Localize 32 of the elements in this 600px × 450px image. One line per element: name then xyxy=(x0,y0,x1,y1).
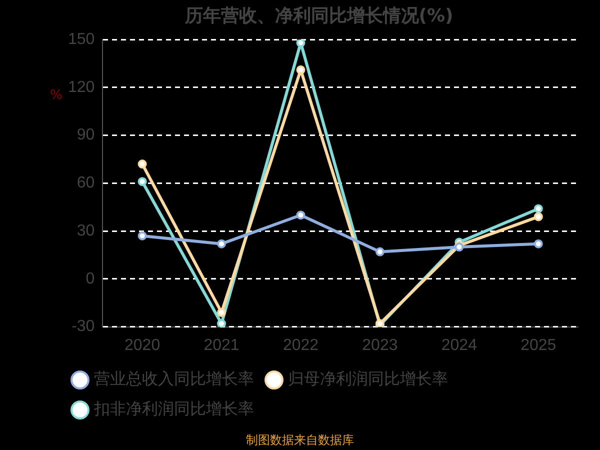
legend-label: 营业总收入同比增长率 xyxy=(94,369,254,388)
y-tick-label: 0 xyxy=(86,270,95,288)
point xyxy=(534,239,543,248)
point xyxy=(138,160,147,169)
point xyxy=(138,177,147,186)
point xyxy=(375,247,384,256)
text: 制图数据来自数据库 xyxy=(245,432,355,449)
x-tick-label: 2024 xyxy=(441,336,478,354)
y-tick-label: -30 xyxy=(72,318,95,336)
y-tick-label: 30 xyxy=(76,222,95,240)
x-tick-label: 2022 xyxy=(282,336,319,354)
point xyxy=(217,239,226,248)
point xyxy=(296,40,306,48)
point xyxy=(534,204,543,214)
point xyxy=(534,212,543,222)
point xyxy=(138,231,147,240)
y-axis-title: % xyxy=(50,88,62,103)
x-tick-label: 2020 xyxy=(124,336,160,354)
point xyxy=(296,210,306,220)
point xyxy=(217,319,226,327)
y-tick-label: 120 xyxy=(68,78,95,96)
x-tick-label: 2023 xyxy=(362,336,398,354)
y-tick-label: 150 xyxy=(68,31,95,48)
legend-label: 扣非净利润同比增长率 xyxy=(93,399,254,418)
point xyxy=(217,308,226,317)
chart-title: 历年营收、净利同比增长情况(%) xyxy=(184,5,454,26)
x-tick-label: 2025 xyxy=(520,336,556,354)
point xyxy=(296,65,306,74)
y-tick-label: 60 xyxy=(76,174,95,192)
x-tick-label: 2021 xyxy=(204,336,240,354)
y-tick-label: 90 xyxy=(76,126,95,144)
legend-label: 归母净利润同比增长率 xyxy=(288,369,448,388)
